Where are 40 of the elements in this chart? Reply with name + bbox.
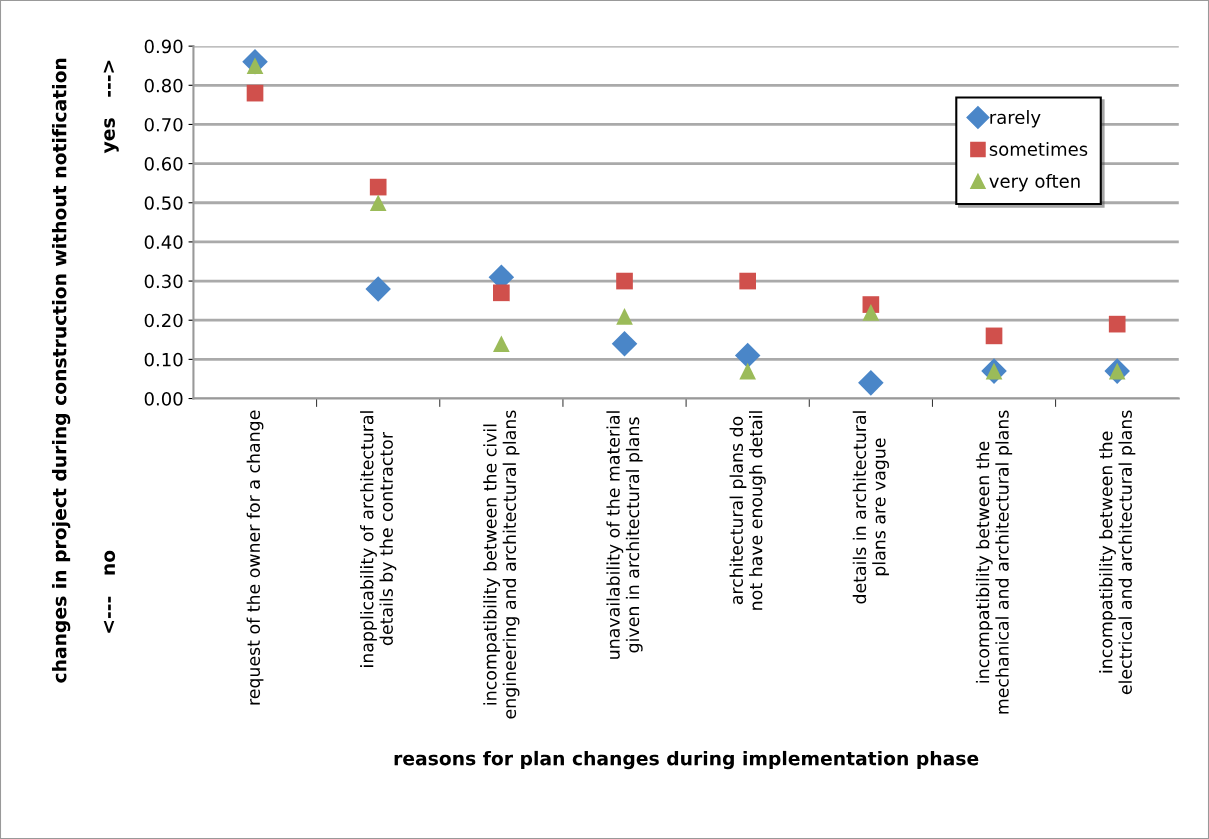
point [862, 304, 880, 321]
x-tick-label: incompatibility between the electrical and architectural plans [1099, 410, 1136, 695]
point [611, 330, 638, 357]
y-tick-label: 0.50 [144, 196, 183, 210]
y-tick-label: 0.70 [144, 117, 183, 132]
point [369, 194, 387, 212]
text: yes ---> [103, 60, 119, 154]
point [1108, 315, 1126, 333]
point [616, 307, 633, 325]
point [616, 272, 633, 290]
legend-label: rarely [990, 110, 1041, 128]
y-tick-label: 0.90 [144, 39, 183, 54]
x-tick-label: details in architectural plans are vague [852, 411, 889, 604]
y-tick-label: 0.40 [144, 235, 183, 250]
y-tick-label: 0.20 [144, 313, 183, 328]
legend-label: sometimes [989, 142, 1088, 156]
point [365, 276, 391, 302]
point [493, 284, 510, 302]
x-tick-label: incompatibility between the civil engineering and architectural plans [483, 410, 520, 719]
y-tick-label: 0.60 [144, 157, 183, 171]
text: <--- no [103, 550, 116, 633]
y-tick-label: 0.80 [144, 78, 183, 93]
point [246, 84, 264, 102]
x-axis-title: reasons for plan changes during implementation phase [394, 750, 979, 770]
y-tick-label: 0.30 [144, 274, 183, 289]
point [739, 362, 757, 380]
point [734, 342, 761, 369]
point [985, 327, 1003, 345]
point [369, 178, 387, 196]
y-tick-label: 0.10 [144, 352, 183, 367]
x-tick-label: architectural plans do not have enough detail [729, 411, 766, 610]
x-tick-label: inapplicability of architectural details by the contractor [360, 411, 397, 667]
x-tick-label: incompatibility between the mechanical and architectural plans [975, 410, 1013, 714]
point [858, 370, 884, 396]
y-axis-title: changes in project during construction without notification [51, 58, 71, 683]
legend-label: very often [989, 173, 1080, 192]
point [493, 335, 510, 353]
point [739, 272, 757, 290]
x-tick-label: request of the owner for a change [246, 410, 264, 705]
y-tick-label: 0.00 [144, 391, 183, 406]
